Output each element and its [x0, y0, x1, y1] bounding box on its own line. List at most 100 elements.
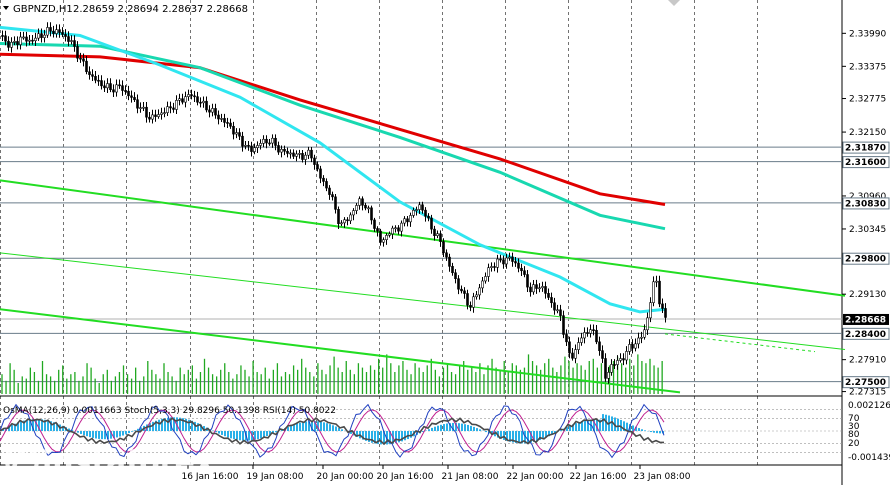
candle-body: [325, 181, 328, 189]
candle-body: [556, 309, 559, 312]
candle-body: [553, 302, 556, 311]
candle-body: [589, 329, 592, 334]
indicator-scale-label: -0.001439: [848, 453, 890, 463]
candle-body: [490, 266, 493, 268]
candle-body: [526, 274, 529, 288]
candle-body: [484, 276, 487, 282]
candle-body: [4, 35, 7, 42]
chart-header: GBPNZD,H1 2.28659 2.28694 2.28637 2.2866…: [3, 4, 248, 15]
price-tick-label: 2.32775: [849, 95, 886, 105]
current-price-tag: [843, 313, 889, 325]
candle-body: [355, 205, 358, 211]
candle-body: [31, 39, 34, 42]
candle-body: [598, 341, 601, 351]
candle-body: [604, 358, 607, 379]
indicator-label: OsMA(12,26,9) 0.0011663 Stoch(5,3,3) 29.…: [3, 406, 336, 416]
candle-body: [547, 293, 550, 298]
level-tag-label: 2.29800: [845, 255, 886, 265]
candle-body: [445, 252, 448, 258]
candle-body: [406, 218, 409, 223]
candle-body: [361, 198, 364, 206]
candle-body: [385, 235, 388, 240]
candle-body: [370, 207, 373, 221]
candle-body: [502, 259, 505, 265]
time-ticks: 16 Jan 16:00 19 Jan 08:00 20 Jan 00:00 20 J…: [182, 465, 691, 482]
candle-body: [535, 284, 538, 289]
candle-body: [310, 149, 313, 159]
candle-body: [601, 350, 604, 359]
candle-body: [460, 288, 463, 292]
price-tick-label: 2.33990: [849, 29, 886, 39]
candle-body: [388, 233, 391, 236]
candle-body: [91, 74, 94, 77]
candle-body: [562, 315, 565, 335]
candle-body: [70, 40, 73, 42]
time-tick-label: 22 Jan 00:00: [507, 472, 564, 482]
candle-body: [187, 94, 190, 97]
candle-body: [655, 280, 658, 283]
level-tag: [842, 327, 890, 340]
candle-body: [643, 329, 646, 338]
level-tag: [842, 141, 890, 154]
candle-body: [76, 46, 79, 59]
candle-body: [253, 147, 256, 152]
candle-body: [10, 41, 13, 48]
candle-body: [394, 227, 397, 230]
candle-body: [121, 85, 124, 91]
candle-body: [625, 351, 628, 361]
channel-line-middle: [0, 252, 846, 350]
candle-body: [16, 41, 19, 45]
current-price-label: 2.28668: [845, 315, 886, 325]
candle-body: [184, 96, 187, 103]
candle-body: [481, 280, 484, 289]
candle-body: [295, 153, 298, 157]
candle-body: [37, 33, 40, 39]
candle-body: [301, 153, 304, 160]
candle-body: [259, 143, 262, 146]
candle-body: [115, 84, 118, 93]
symbol-dropdown-icon[interactable]: [3, 6, 9, 10]
candle-body: [34, 37, 37, 41]
candle-body: [331, 194, 334, 198]
ohlc-label: 2.28659 2.28694 2.28637 2.28668: [73, 4, 248, 15]
candle-body: [112, 89, 115, 93]
candle-body: [649, 302, 652, 319]
candle-body: [199, 101, 202, 104]
candle-body: [577, 342, 580, 350]
candle-body: [475, 294, 478, 298]
candle-body: [49, 27, 52, 32]
candle-body: [163, 112, 166, 114]
level-tag: [842, 156, 890, 169]
candle-body: [256, 145, 259, 148]
candle-body: [7, 40, 10, 48]
candle-body: [436, 233, 439, 236]
candle-body: [637, 337, 640, 345]
shift-marker-icon[interactable]: [668, 0, 680, 6]
candle-body: [52, 30, 55, 34]
price-tick-label: 2.27910: [849, 356, 886, 366]
candle-body: [73, 40, 76, 47]
candle-body: [496, 258, 499, 268]
time-tick-label: 22 Jan 16:00: [570, 472, 627, 482]
candle-body: [520, 267, 523, 272]
candle-body: [58, 29, 61, 33]
candle-body: [523, 270, 526, 275]
candle-body: [79, 57, 82, 60]
level-tag-label: 2.31600: [845, 158, 886, 168]
candle-body: [634, 343, 637, 349]
candle-body: [250, 145, 253, 152]
candle-body: [532, 284, 535, 293]
price-ticks: 2.33990 2.33375 2.32775 2.32150 2.30960 2.303…: [842, 29, 886, 398]
price-tags: 2.31870 2.31600 2.30830 2.29800 2.28400 2.275…: [842, 141, 890, 389]
candle-body: [424, 209, 427, 217]
candle-body: [334, 196, 337, 210]
candle-body: [529, 286, 532, 293]
candle-body: [103, 85, 106, 89]
candle-body: [169, 106, 172, 109]
time-tick-label: 16 Jan 16:00: [182, 472, 239, 482]
candle-body: [430, 217, 433, 230]
candle-body: [142, 106, 145, 109]
